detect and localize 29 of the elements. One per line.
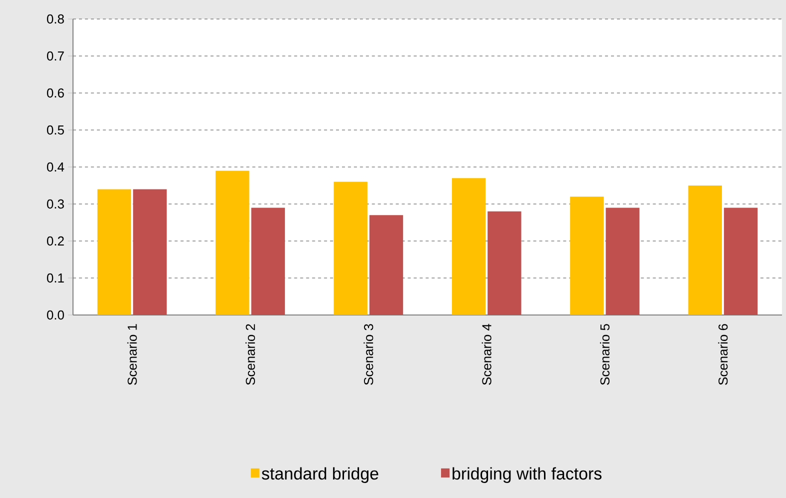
bar bbox=[133, 189, 167, 316]
bar bbox=[251, 208, 285, 316]
y-tick-label: 0.1 bbox=[46, 273, 64, 283]
bar bbox=[688, 186, 722, 316]
bar bbox=[488, 211, 522, 316]
x-tick-label: Scenario 2 bbox=[245, 324, 256, 385]
bar bbox=[334, 182, 368, 316]
y-tick-label: 0.3 bbox=[46, 199, 64, 209]
bar bbox=[606, 208, 640, 316]
legend-label: standard bridge bbox=[262, 467, 378, 483]
legend-label: bridging with factors bbox=[452, 467, 602, 483]
bar bbox=[216, 170, 250, 316]
y-tick-label: 0.4 bbox=[46, 162, 64, 172]
x-tick-label: Scenario 1 bbox=[127, 324, 137, 385]
bar bbox=[369, 215, 404, 316]
bar bbox=[452, 178, 486, 316]
x-tick-label: Scenario 4 bbox=[482, 324, 492, 385]
x-tick-label: Scenario 6 bbox=[718, 324, 728, 385]
x-tick-label: Scenario 5 bbox=[600, 324, 610, 385]
y-tick-label: 0.0 bbox=[46, 310, 64, 320]
bar bbox=[570, 196, 604, 316]
y-tick-label: 0.8 bbox=[46, 14, 64, 24]
y-tick-label: 0.7 bbox=[46, 51, 64, 61]
x-tick-label: Scenario 3 bbox=[364, 324, 374, 385]
y-tick-label: 0.5 bbox=[46, 125, 64, 135]
y-tick-label: 0.6 bbox=[46, 88, 64, 98]
y-tick-label: 0.2 bbox=[46, 236, 64, 246]
bar bbox=[97, 189, 132, 316]
bar bbox=[724, 208, 758, 316]
